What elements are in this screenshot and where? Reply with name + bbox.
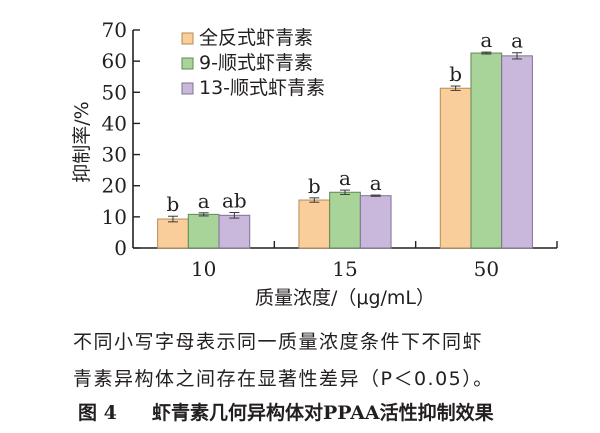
bars: b a abb a aba a [157,28,533,249]
legend-label: 9-顺式虾青素 [199,52,313,74]
x-tick-label: 50 [474,257,499,281]
bar [329,191,361,249]
y-tick-label: 50 [102,80,127,104]
bar [501,55,533,249]
significance-letter: b [449,62,462,86]
bar [157,218,189,249]
significance-letter: b [167,192,180,216]
y-tick-label: 30 [102,143,127,167]
figure-number: 图 4 [78,402,117,424]
y-tick-label: 40 [102,111,127,135]
y-tick-label: 60 [102,49,127,73]
significance-letter: a [511,29,523,53]
bar [359,195,392,249]
significance-letter: b [308,174,321,198]
significance-letter: a [339,166,351,190]
significance-letter: a [198,189,210,213]
legend-label: 全反式虾青素 [199,27,313,49]
figure-note-line-1: 不同小写字母表示同一质量浓度条件下不同虾 [73,331,484,353]
y-tick-label: 70 [102,18,127,42]
figure-note-line-2: 青素异构体之间存在显著性差异（P＜0.05）。 [73,368,494,390]
legend-label: 13-顺式虾青素 [199,77,325,99]
figure-caption: 图 4 虾青素几何异构体对PPAA活性抑制效果 [78,398,494,425]
legend-swatch [181,57,194,70]
y-tick-label: 10 [102,205,127,229]
x-axis-label: 质量浓度/（μg/mL） [255,287,435,309]
bar [470,52,503,249]
figure-title: 虾青素几何异构体对PPAA活性抑制效果 [152,402,494,424]
significance-letter: ab [222,188,247,212]
y-tick-label: 0 [114,236,127,260]
bar [439,87,472,249]
y-axis: 0 10 20 30 40 50 60 70 [102,18,140,260]
bar [298,199,331,249]
x-tick-label: 10 [191,257,216,281]
y-tick-label: 20 [102,174,127,198]
legend-swatch [181,82,194,95]
significance-letter: a [370,171,382,195]
legend-swatch [181,32,194,45]
bar [218,214,251,249]
y-axis-label: 抑制率/% [71,101,93,182]
significance-letter: a [480,28,492,52]
x-tick-label: 15 [332,257,357,281]
legend: 全反式虾青素 9-顺式虾青素 13-顺式虾青素 [181,27,325,99]
bar [187,213,220,249]
